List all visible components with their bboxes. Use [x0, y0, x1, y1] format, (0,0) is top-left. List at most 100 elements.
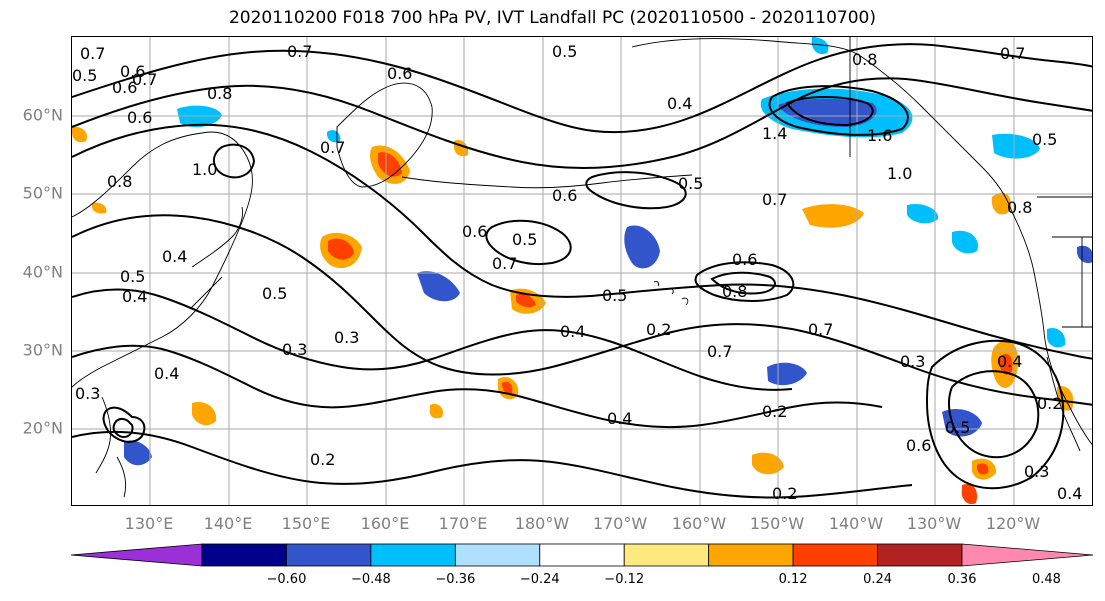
contour-label: 0.6 [112, 78, 137, 97]
shade-negative [907, 203, 939, 224]
contour-label: 0.5 [552, 42, 577, 61]
colorbar-tick-label: 0.48 [1031, 572, 1061, 587]
lat-label: 30°N [22, 340, 63, 360]
contour-label: 0.7 [132, 70, 157, 89]
map-title: 2020110200 F018 700 hPa PV, IVT Landfall… [228, 8, 876, 28]
contour-label: 0.4 [162, 247, 187, 266]
contour-label: 0.6 [732, 250, 757, 269]
contour-label: 0.4 [997, 352, 1022, 371]
lon-label: 130°W [906, 514, 962, 533]
map-canvas: 0.7 0.5 0.6 0.7 0.6 0.8 0.6 1.0 0.8 0.7 … [72, 37, 1092, 505]
border-canada-us [1037, 196, 1092, 328]
contour-label: 0.4 [1057, 484, 1082, 503]
shade-negative [952, 230, 978, 254]
lat-label: 60°N [22, 105, 63, 125]
colorbar-segment [201, 543, 287, 567]
contour-line [213, 143, 256, 179]
contour-label: 0.4 [607, 409, 632, 428]
contour-label: 0.2 [772, 484, 797, 503]
contour-label: 0.4 [122, 287, 147, 306]
lon-label: 120°W [985, 514, 1041, 533]
shade-positive [502, 381, 513, 394]
colorbar-segment [877, 543, 963, 567]
contour-label: 0.5 [678, 174, 703, 193]
colorbar-segment [792, 543, 878, 567]
shade-negative [777, 98, 877, 127]
lon-label: 170°W [592, 514, 648, 533]
contour-label: 0.5 [120, 267, 145, 286]
colorbar-tick-label: −0.12 [604, 572, 645, 587]
colorbar-tick-label: 0.36 [947, 572, 977, 587]
contour-line [785, 96, 874, 127]
contour-line [485, 219, 572, 265]
contour-label: 1.0 [887, 164, 912, 183]
contour-label-group: 0.7 0.5 0.6 0.7 0.6 0.8 0.6 1.0 0.8 0.7 … [72, 42, 1082, 503]
coastline-north-america [1011, 211, 1092, 446]
shade-positive [328, 238, 354, 260]
contour-label: 0.5 [262, 284, 287, 303]
contour-line [72, 77, 1092, 169]
contour-line [102, 406, 146, 443]
contour-label: 0.5 [72, 66, 97, 85]
lon-label: 160°E [360, 514, 410, 533]
colorbar-segment [454, 543, 541, 567]
contour-label: 0.6 [906, 436, 931, 455]
contour-label: 0.3 [900, 352, 925, 371]
contour-label: 0.2 [310, 450, 335, 469]
colorbar-tick-label: 0.24 [863, 572, 893, 587]
contour-line [72, 43, 1092, 134]
lon-label: 150°W [749, 514, 805, 533]
contour-label: 0.8 [722, 282, 747, 301]
lon-label: 180°W [514, 514, 570, 533]
pc-shading [72, 37, 1092, 505]
map-panel: 0.7 0.5 0.6 0.7 0.6 0.8 0.6 1.0 0.8 0.7 … [71, 36, 1093, 506]
contour-label: 1.0 [192, 160, 217, 179]
shade-positive [802, 204, 864, 228]
contour-line [72, 123, 1092, 360]
contour-label: 0.2 [1037, 394, 1062, 413]
colorbar-extension-low [70, 543, 203, 567]
shade-positive [516, 293, 536, 308]
contour-label: 0.5 [1032, 130, 1057, 149]
contour-line [768, 85, 909, 136]
lon-label: 140°W [828, 514, 884, 533]
lat-label: 20°N [22, 418, 63, 438]
coastlines [72, 37, 1092, 498]
shade-positive [961, 483, 978, 505]
contour-label: 0.8 [107, 172, 132, 191]
shade-negative [417, 271, 460, 302]
contour-label: 0.2 [762, 402, 787, 421]
contour-label: 0.3 [282, 340, 307, 359]
contour-label: 0.5 [512, 230, 537, 249]
shade-negative [1077, 245, 1092, 264]
lon-label: 130°E [124, 514, 174, 533]
coastline-alaska [631, 38, 1013, 213]
contour-label: 0.3 [1024, 462, 1049, 481]
colorbar [70, 543, 1094, 567]
contour-label: 0.7 [287, 42, 312, 61]
contour-label: 0.6 [552, 186, 577, 205]
contour-label: 0.6 [127, 108, 152, 127]
graticule [72, 37, 1092, 505]
colorbar-segment [370, 543, 456, 567]
shade-negative [624, 225, 660, 269]
colorbar-segment [708, 543, 794, 567]
shade-negative [811, 37, 829, 55]
shade-positive [999, 353, 1013, 375]
colorbar-tick-label: −0.60 [266, 572, 307, 587]
shade-positive [92, 202, 107, 214]
coastline-japan [189, 206, 243, 310]
contour-label: 0.5 [602, 286, 627, 305]
colorbar-segment [286, 543, 372, 567]
lat-label: 40°N [22, 262, 63, 282]
contour-line [585, 171, 687, 210]
contour-line [925, 339, 1065, 490]
contour-label: 0.7 [808, 320, 833, 339]
shade-positive [378, 152, 402, 177]
shade-negative [992, 133, 1040, 159]
colorbar-tick-label: −0.36 [435, 572, 476, 587]
contour-label: 0.7 [707, 342, 732, 361]
shade-positive [72, 126, 88, 143]
colorbar-extension-high [961, 543, 1094, 567]
shade-positive [976, 463, 989, 475]
